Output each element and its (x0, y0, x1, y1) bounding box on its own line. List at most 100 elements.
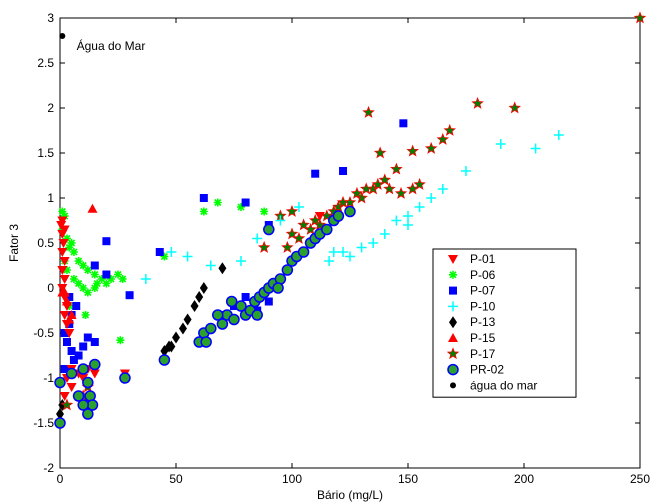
data-point (281, 240, 294, 253)
data-point (275, 215, 286, 226)
data-point (285, 204, 299, 217)
data-point (443, 123, 457, 136)
legend-label: P-15 (470, 331, 496, 345)
data-point (83, 288, 92, 297)
data-point (297, 218, 310, 231)
data-point (553, 130, 564, 140)
data-point (59, 257, 70, 266)
x-axis-title: Bário (mg/L) (317, 488, 383, 502)
data-point (281, 264, 294, 276)
data-point (74, 279, 83, 288)
data-point (64, 329, 75, 338)
data-point (89, 369, 100, 379)
data-point (57, 216, 68, 226)
y-tick-label: -0.5 (33, 326, 54, 340)
legend-label: P-06 (470, 268, 496, 282)
data-point (383, 182, 396, 195)
y-tick-label: 1.5 (37, 146, 54, 160)
legend-label: água do mar (470, 378, 537, 392)
data-point (77, 399, 89, 411)
data-point (67, 347, 76, 355)
data-point (125, 291, 134, 300)
data-point (166, 247, 177, 257)
data-point (74, 257, 83, 265)
data-point (257, 240, 271, 253)
data-point (56, 408, 64, 420)
data-point (313, 218, 327, 231)
data-point (530, 143, 541, 154)
data-point (378, 173, 392, 186)
data-point (178, 322, 187, 335)
legend-label: P-13 (470, 315, 496, 329)
x-tick-label: 50 (169, 472, 183, 486)
data-point (426, 193, 437, 203)
data-point (59, 311, 70, 320)
data-point (338, 247, 349, 257)
legend-marker (449, 286, 457, 295)
data-point (90, 270, 99, 279)
data-point (285, 227, 299, 240)
data-point (58, 239, 69, 248)
data-point (82, 376, 94, 389)
data-point (205, 260, 216, 271)
data-point (69, 275, 78, 283)
data-point (436, 132, 450, 145)
data-point (62, 338, 71, 346)
data-point (116, 336, 125, 345)
y-tick-label: 1 (47, 191, 54, 205)
data-point (155, 248, 164, 256)
data-point (60, 365, 69, 373)
data-point (78, 374, 89, 383)
data-point (321, 223, 333, 236)
data-point (58, 207, 67, 216)
y-tick-label: 0 (47, 281, 54, 295)
data-point (471, 96, 484, 109)
data-point (82, 408, 94, 420)
data-point (495, 139, 506, 149)
data-point (61, 320, 72, 329)
legend-label: PR-02 (470, 363, 504, 377)
data-point (390, 162, 403, 175)
legend-marker (446, 347, 460, 360)
y-tick-label: 2.5 (37, 56, 54, 70)
y-tick-label: 3 (47, 11, 54, 25)
legend-marker (449, 316, 457, 329)
data-point (60, 398, 74, 411)
data-point (66, 310, 77, 319)
data-point (57, 284, 68, 293)
data-point (74, 351, 83, 360)
data-point (195, 291, 204, 303)
data-points (54, 11, 647, 429)
data-point (59, 392, 70, 401)
data-point (235, 256, 246, 266)
data-point (199, 194, 208, 202)
data-point (59, 275, 70, 284)
data-point (57, 248, 68, 257)
data-point (332, 210, 345, 222)
data-point (114, 270, 122, 279)
plot-area (59, 17, 641, 469)
data-point (60, 212, 69, 220)
data-point (79, 261, 88, 270)
data-point (328, 247, 339, 257)
data-point (359, 182, 373, 195)
data-point (414, 202, 425, 212)
x-tick-label: 100 (282, 472, 302, 486)
data-point (403, 220, 413, 230)
data-point (373, 146, 387, 159)
data-point (90, 338, 99, 346)
data-point (65, 243, 74, 252)
data-point (413, 177, 426, 190)
data-point (311, 169, 320, 178)
data-point (79, 284, 88, 292)
data-point (87, 203, 98, 213)
data-point (119, 372, 131, 384)
x-tick-label: 150 (398, 472, 418, 486)
x-tick-label: 200 (514, 472, 534, 486)
data-point (118, 275, 127, 283)
data-point (59, 293, 70, 302)
legend-marker (448, 333, 458, 342)
data-point (437, 184, 448, 194)
data-point (213, 198, 222, 207)
data-point (81, 311, 90, 319)
